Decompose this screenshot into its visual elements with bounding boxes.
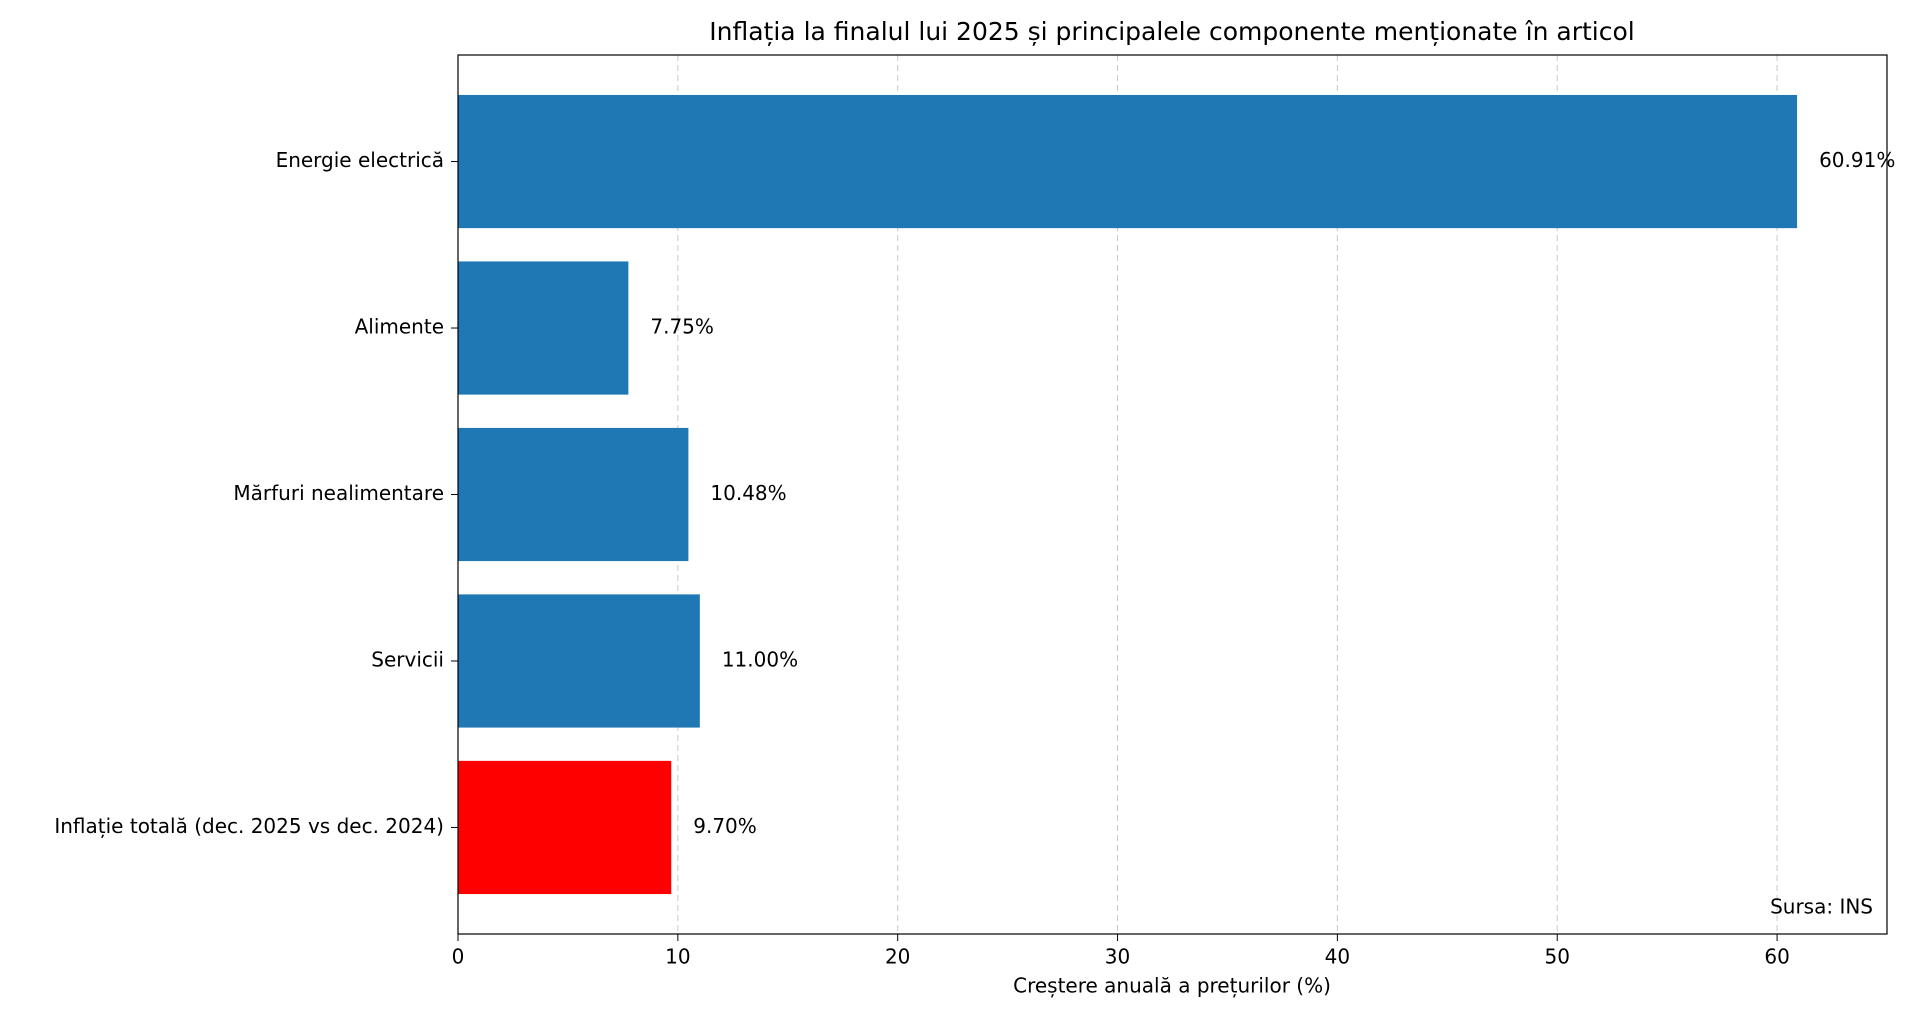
bar (458, 94, 1798, 229)
x-tick-label: 20 (885, 945, 910, 969)
chart-title: Inflația la finalul lui 2025 și principa… (709, 17, 1634, 46)
y-tick-label: Energie electrică (276, 148, 444, 172)
y-tick-label: Alimente (355, 315, 444, 339)
plot-frame (457, 54, 1888, 935)
x-tick-label: 30 (1105, 945, 1130, 969)
x-tick-label: 60 (1764, 945, 1789, 969)
value-label: 10.48% (710, 481, 786, 505)
x-tick-label: 50 (1545, 945, 1570, 969)
value-label: 11.00% (722, 647, 798, 671)
source-annotation: Sursa: INS (1770, 895, 1873, 919)
bar (458, 427, 689, 562)
value-label: 60.91% (1819, 148, 1895, 172)
y-tick-label: Mărfuri nealimentare (233, 481, 444, 505)
value-label: 9.70% (693, 814, 757, 838)
bar (458, 594, 700, 728)
value-label: 7.75% (650, 315, 714, 339)
y-tick-label: Inflație totală (dec. 2025 vs dec. 2024) (54, 814, 444, 838)
x-tick-label: 40 (1325, 945, 1350, 969)
x-tick-label: 0 (452, 945, 465, 969)
x-tick-label: 10 (665, 945, 690, 969)
x-axis-label: Creștere anuală a prețurilor (%) (1013, 974, 1331, 998)
bar (458, 760, 672, 895)
y-tick-label: Servicii (371, 647, 444, 671)
bar (458, 261, 629, 395)
